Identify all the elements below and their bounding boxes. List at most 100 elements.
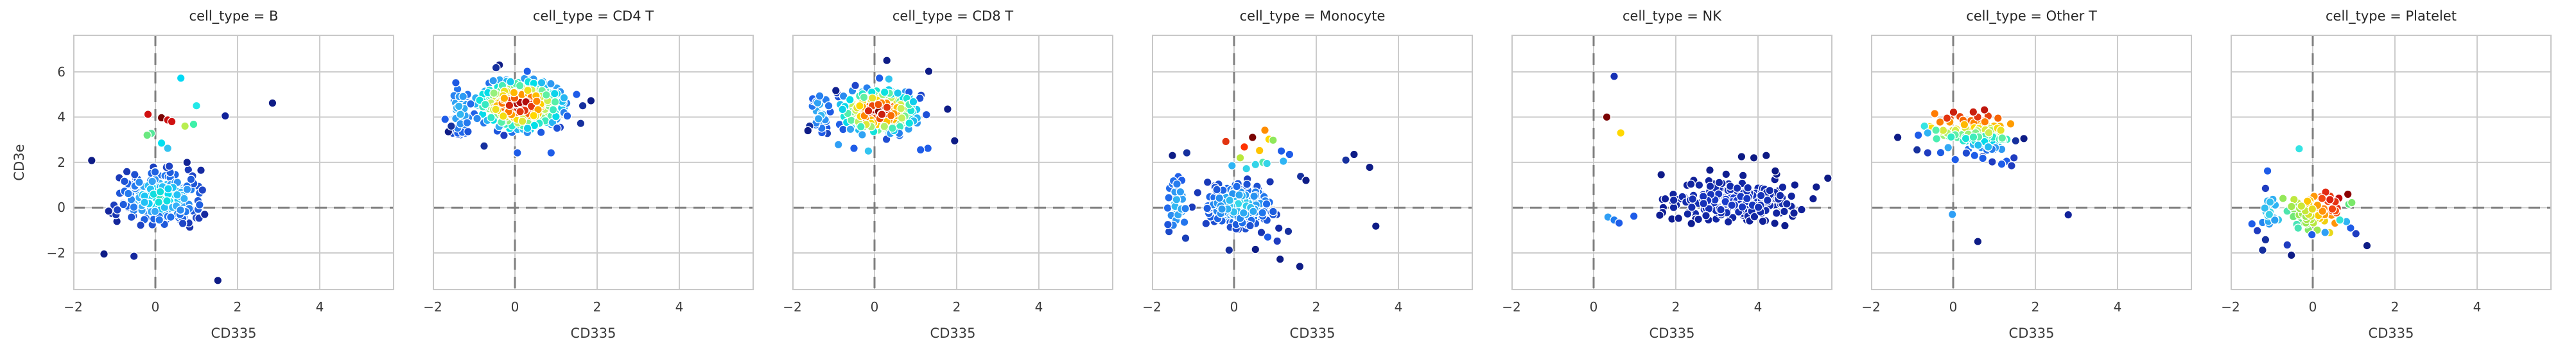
scatter-point xyxy=(1212,185,1222,195)
x-tick-label: 2 xyxy=(1671,299,1680,315)
scatter-point xyxy=(851,81,860,91)
scatter-point xyxy=(845,95,855,105)
scatter-point xyxy=(880,87,889,97)
y-tick-label: 2 xyxy=(57,154,65,170)
facet-title: cell_type = Monocyte xyxy=(1239,8,1386,24)
scatter-point xyxy=(213,275,223,285)
scatter-point xyxy=(2286,202,2296,211)
scatter-points xyxy=(87,73,277,285)
scatter-point xyxy=(897,113,907,123)
scatter-point xyxy=(148,177,157,186)
scatter-point xyxy=(463,126,473,136)
scatter-point xyxy=(2261,235,2270,245)
scatter-point xyxy=(446,121,456,131)
scatter-point xyxy=(150,207,160,216)
scatter-point xyxy=(2270,215,2279,225)
scatter-point xyxy=(1947,209,1957,219)
scatter-point xyxy=(1978,153,1988,163)
scatter-point xyxy=(1743,183,1753,193)
x-tick-label: 0 xyxy=(1230,299,1239,315)
scatter-point xyxy=(2294,144,2304,153)
scatter-point xyxy=(916,145,925,155)
scatter-point xyxy=(176,205,186,215)
scatter-point xyxy=(176,73,186,83)
scatter-point xyxy=(1260,125,1269,135)
scatter-point xyxy=(1686,179,1696,189)
scatter-point xyxy=(1227,161,1237,171)
scatter-point xyxy=(1754,202,1763,212)
scatter-point xyxy=(220,111,230,121)
scatter-point xyxy=(180,121,190,131)
scatter-point xyxy=(1164,193,1174,202)
scatter-point xyxy=(1257,228,1266,238)
scatter-point xyxy=(480,100,490,109)
y-tick-label: 0 xyxy=(57,200,65,216)
x-tick-label: −2 xyxy=(783,299,802,315)
scatter-point xyxy=(454,101,464,111)
plot-border xyxy=(1152,35,1473,290)
scatter-point xyxy=(163,143,173,153)
facet-title: cell_type = NK xyxy=(1623,8,1721,24)
scatter-point xyxy=(2307,230,2317,239)
scatter-point xyxy=(100,249,109,259)
scatter-point xyxy=(1179,218,1189,227)
scatter-point xyxy=(134,177,144,187)
x-tick-label: −2 xyxy=(64,299,83,315)
scatter-point xyxy=(500,94,509,103)
scatter-point xyxy=(1694,180,1704,190)
scatter-point xyxy=(546,148,556,157)
x-axis-label: CD335 xyxy=(1289,326,1336,341)
scatter-point xyxy=(880,121,889,131)
scatter-point xyxy=(533,105,543,114)
scatter-points xyxy=(1163,125,1380,272)
scatter-point xyxy=(1694,214,1703,224)
scatter-point xyxy=(1203,177,1212,187)
x-axis-label: CD335 xyxy=(930,326,976,341)
scatter-point xyxy=(473,114,482,123)
plot-border xyxy=(1871,35,2192,290)
scatter-point xyxy=(499,130,509,140)
scatter-point xyxy=(2261,184,2270,193)
scatter-point xyxy=(196,166,205,175)
scatter-point xyxy=(200,209,209,219)
scatter-point xyxy=(491,63,501,73)
scatter-point xyxy=(824,101,833,110)
grid xyxy=(792,35,1113,290)
scatter-point xyxy=(943,104,952,114)
scatter-point xyxy=(1609,71,1619,81)
scatter-point xyxy=(1614,218,1624,228)
plot-border xyxy=(792,35,1113,290)
scatter-point xyxy=(1221,137,1231,146)
scatter-point xyxy=(2308,204,2317,214)
scatter-point xyxy=(189,119,198,129)
scatter-point xyxy=(512,148,522,157)
facet-title: cell_type = CD8 T xyxy=(892,8,1014,24)
scatter-points xyxy=(803,56,959,156)
scatter-point xyxy=(2345,223,2355,233)
scatter-point xyxy=(1275,254,1285,264)
grid xyxy=(1511,35,1832,290)
scatter-point xyxy=(864,106,873,116)
scatter-point xyxy=(1251,160,1260,170)
scatter-plot-platelet xyxy=(2231,35,2552,290)
scatter-point xyxy=(1913,130,1923,140)
scatter-point xyxy=(186,175,196,184)
scatter-point xyxy=(1770,166,1780,176)
scatter-point xyxy=(1201,219,1211,229)
scatter-point xyxy=(1737,202,1747,212)
scatter-point xyxy=(864,146,873,156)
x-tick-label: 4 xyxy=(1754,299,1762,315)
scatter-point xyxy=(2283,240,2292,250)
grid xyxy=(73,35,394,290)
scatter-point xyxy=(505,101,514,110)
scatter-point xyxy=(2247,219,2257,229)
scatter-point xyxy=(1737,152,1746,161)
scatter-point xyxy=(1983,142,1993,152)
scatter-point xyxy=(1758,216,1768,226)
scatter-point xyxy=(571,90,581,100)
scatter-point xyxy=(143,110,153,119)
scatter-point xyxy=(1268,207,1278,216)
scatter-point xyxy=(1276,146,1286,156)
x-tick-label: 2 xyxy=(2390,299,2399,315)
plot-border xyxy=(433,35,754,290)
